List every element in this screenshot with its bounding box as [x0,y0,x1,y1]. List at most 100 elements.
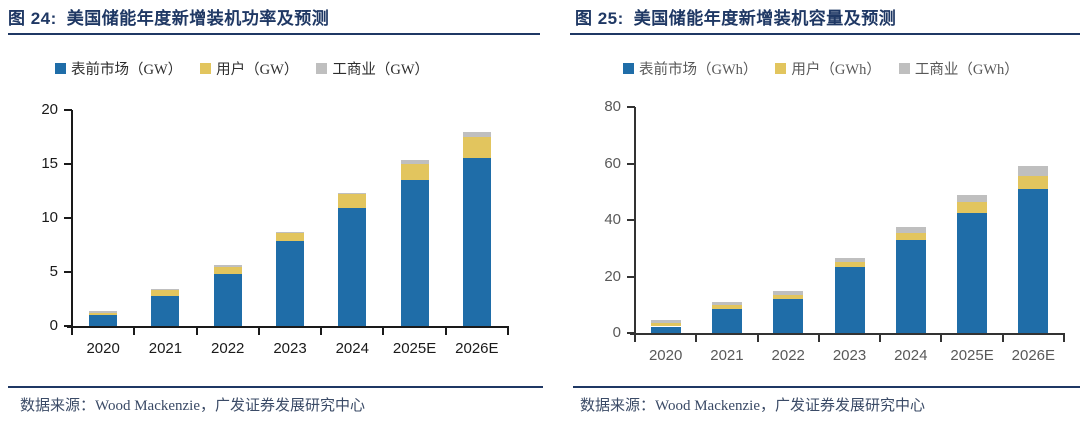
figure-title-text: 美国储能年度新增装机容量及预测 [633,9,897,28]
bar-segment-front-of-meter [711,308,742,333]
bar-segment-front-of-meter [89,315,118,326]
chart-legend: 表前市场（GWh） 用户（GWh） 工商业（GWh） [623,58,1019,79]
y-axis-tick [627,162,635,165]
figure-24-panel: 图 24: 美国储能年度新增装机功率及预测 表前市场（GW） 用户（GW） 工商业（G… [8,4,543,414]
x-axis-label: 2025E [392,340,437,357]
legend-swatch-icon [316,63,328,74]
x-axis-tick [1001,335,1004,342]
legend-item-commercial-industrial: 工商业（GWh） [898,58,1019,79]
x-axis-tick [1063,335,1065,342]
bar-segment-commercial-industrial [89,311,118,314]
x-axis-tick [382,328,385,335]
x-axis-label: 2023 [832,347,867,364]
y-axis-tick [627,275,635,278]
x-axis-label: 2026E [455,340,499,357]
legend-label: 工商业（GW） [332,62,430,78]
bar-segment-commercial-industrial [650,320,681,324]
figure-25-panel: 图 25: 美国储能年度新增装机容量及预测 表前市场（GWh） 用户（GWh） 工商业… [540,0,1080,425]
x-axis-label: 2021 [148,340,183,357]
bar-segment-residential [773,294,804,300]
legend-swatch-icon [775,63,787,74]
legend-item-residential: 用户（GWh） [775,58,881,79]
legend-item-front-of-meter: 表前市场（GWh） [623,58,757,79]
figure-number: 图 25: [575,9,624,28]
legend-label: 用户（GW） [216,62,299,78]
legend-label: 表前市场（GWh） [639,62,758,78]
bar-segment-commercial-industrial [213,264,242,267]
bar-segment-front-of-meter [957,212,988,333]
bar-segment-front-of-meter [834,266,865,333]
bar-segment-commercial-industrial [338,193,367,195]
figure-title-text: 美国储能年度新增装机功率及预测 [66,9,330,28]
bar-segment-commercial-industrial [400,159,429,164]
bar-segment-residential [89,313,118,316]
bar-segment-front-of-meter [1018,188,1049,333]
x-axis-label: 2024 [894,347,928,364]
bar-segment-residential [400,164,429,181]
y-axis-tick [627,332,635,334]
x-axis-tick [879,335,882,342]
x-axis-label: 2025E [950,347,994,364]
bar-segment-residential [711,305,742,309]
x-axis-tick [940,335,943,342]
bar-segment-residential [462,137,491,158]
y-axis-line [634,107,636,335]
figure-24-title: 图 24: 美国储能年度新增装机功率及预测 [8,4,329,29]
bar-segment-front-of-meter [650,326,681,333]
x-axis-tick [257,328,260,335]
x-axis-label: 2020 [86,340,120,357]
x-axis-tick [195,328,198,335]
y-axis-tick [64,271,72,273]
bar-segment-commercial-industrial [773,291,804,295]
bar-segment-residential [895,232,926,240]
x-axis-tick [634,335,636,342]
bar-segment-commercial-industrial [957,195,988,203]
y-axis-tick [627,219,635,221]
x-axis-tick [320,328,323,335]
x-axis-label: 2024 [335,340,369,357]
legend-label: 用户（GWh） [791,62,881,78]
legend-item-front-of-meter: 表前市场（GW） [55,58,182,79]
bar-segment-commercial-industrial [462,131,491,137]
bar-segment-commercial-industrial [1018,166,1049,177]
source-divider [8,386,543,388]
x-axis-label: 2022 [211,340,245,357]
bar-segment-residential [213,266,242,275]
bar-segment-front-of-meter [213,274,242,326]
legend-label: 表前市场（GW） [71,62,183,78]
data-source: 数据来源：Wood Mackenzie，广发证券发展研究中心 [580,398,926,414]
bar-segment-front-of-meter [773,299,804,333]
bar-segment-front-of-meter [462,157,491,326]
bar-segment-commercial-industrial [151,289,180,291]
bar-segment-front-of-meter [338,208,367,326]
y-axis-tick-label: 80 [604,98,621,115]
x-axis-label: 2021 [710,347,744,364]
x-axis-label: 2026E [1011,347,1056,364]
bar-segment-residential [276,233,304,241]
bar-segment-residential [834,262,865,267]
bar-segment-front-of-meter [895,239,926,333]
y-axis-tick-label: 0 [49,317,58,334]
bar-segment-front-of-meter [400,180,429,326]
y-axis-tick [64,217,72,219]
x-axis-tick [695,335,698,342]
bar-segment-front-of-meter [276,240,304,326]
bar-segment-residential [338,194,367,209]
x-axis-line [630,333,1065,335]
y-axis-tick [64,325,72,327]
legend-swatch-icon [55,63,66,74]
x-axis-tick [133,328,136,335]
y-axis-tick-label: 60 [604,154,621,172]
x-axis-label: 2023 [273,340,307,357]
x-axis-label: 2022 [771,347,805,364]
x-axis-line [67,326,509,328]
figure-number: 图 24: [8,9,57,28]
x-axis-tick [756,335,759,342]
y-axis-tick-label: 40 [604,211,621,228]
bar-segment-commercial-industrial [276,231,304,234]
x-axis-label: 2020 [648,347,683,364]
y-axis-tick-label: 0 [612,324,621,341]
data-source: 数据来源：Wood Mackenzie，广发证券发展研究中心 [20,398,366,414]
legend-swatch-icon [623,63,634,74]
